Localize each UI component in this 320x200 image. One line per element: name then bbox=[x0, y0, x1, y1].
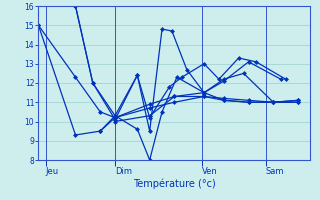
X-axis label: Température (°c): Température (°c) bbox=[133, 179, 216, 189]
